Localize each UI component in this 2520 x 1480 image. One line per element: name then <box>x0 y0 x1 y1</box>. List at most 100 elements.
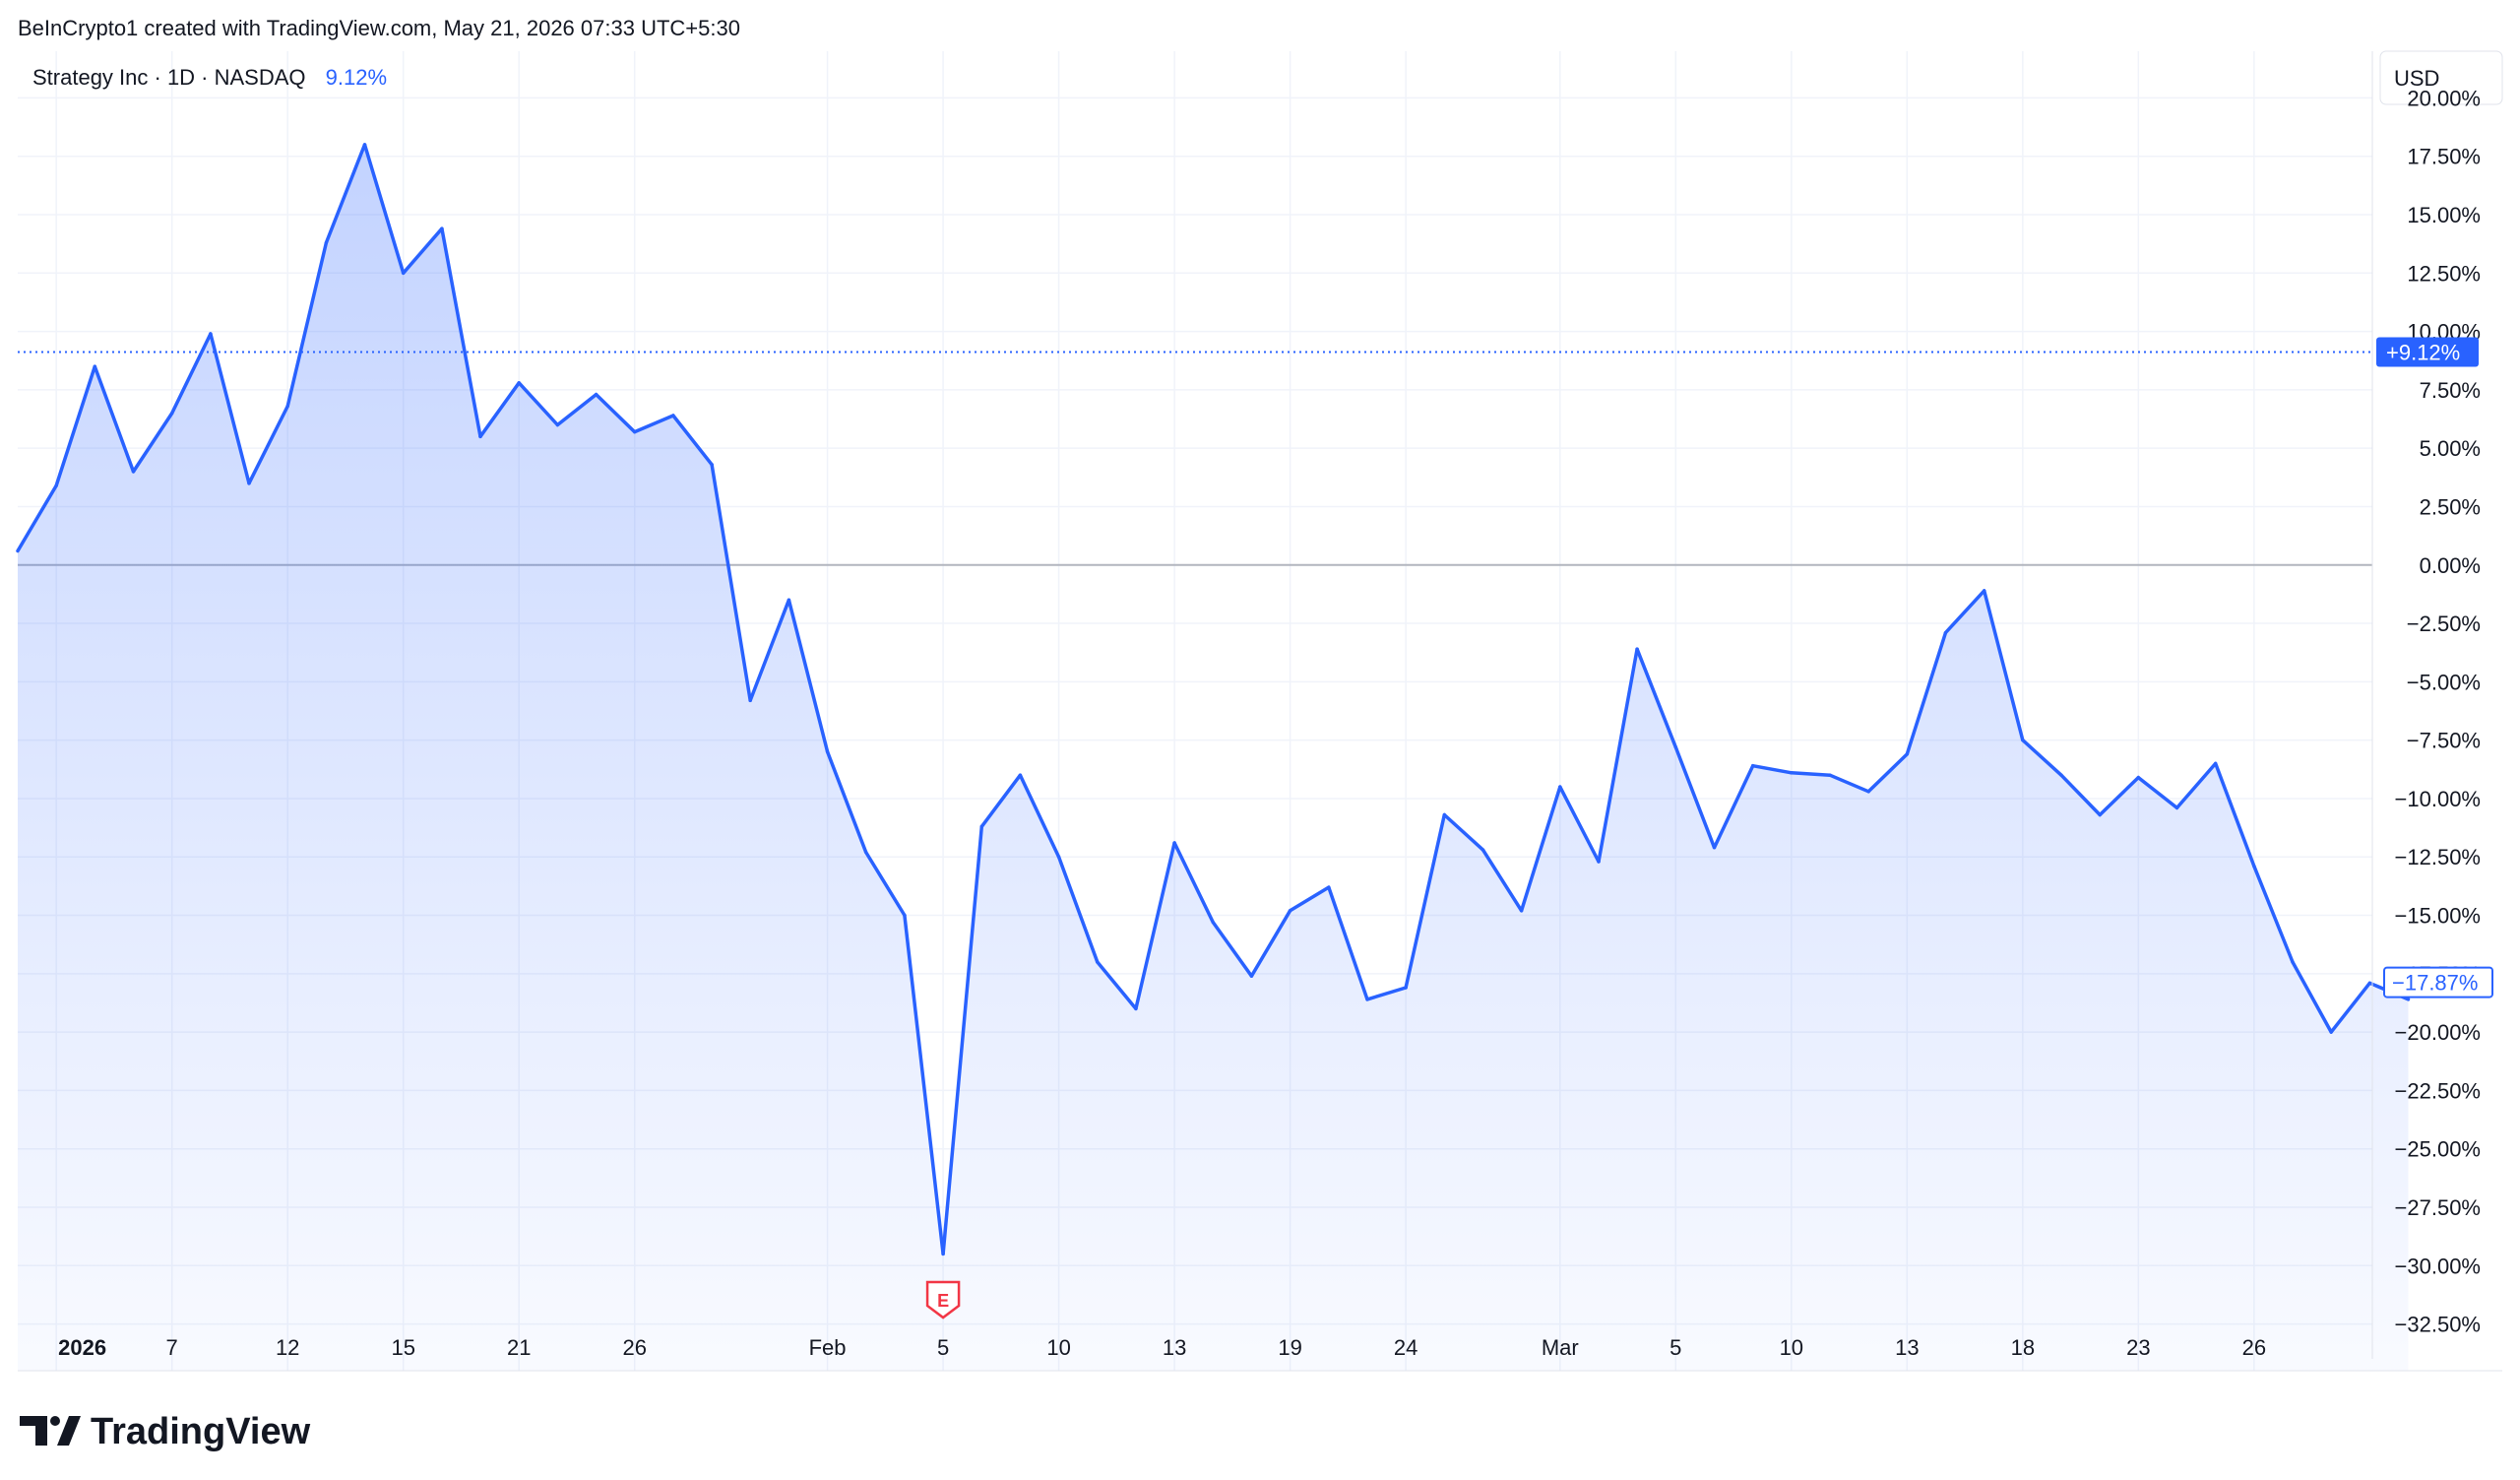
price-line-segment <box>93 364 136 474</box>
x-tick-label: 10 <box>1780 1335 1803 1360</box>
price-line-segment <box>979 773 1023 829</box>
price-line-segment <box>1442 812 1485 852</box>
x-tick-label: Mar <box>1542 1335 1579 1360</box>
price-line-segment <box>1249 909 1292 978</box>
y-tick-label: −30.00% <box>2395 1254 2481 1278</box>
price-line-segment <box>1635 647 1678 749</box>
time-axis[interactable]: 2026 7 12 15 21 26 Feb 5 10 13 19 24 Mar 5 10 13 18 23 26 <box>58 1335 2266 1360</box>
price-line-segment <box>555 392 598 427</box>
y-tick-label: −27.50% <box>2395 1195 2481 1220</box>
x-tick-label: 5 <box>937 1335 949 1360</box>
price-line-segment <box>54 364 97 487</box>
x-tick-label: 12 <box>276 1335 299 1360</box>
price-line-segment <box>209 332 251 485</box>
price-line-segment <box>1172 841 1216 925</box>
y-tick-label: −20.00% <box>2395 1020 2481 1045</box>
price-line-segment <box>2252 864 2295 964</box>
price-line-segment <box>2213 761 2256 869</box>
price-line-segment <box>1558 785 1601 864</box>
price-line-segment <box>2329 981 2372 1034</box>
x-tick-label: 21 <box>507 1335 531 1360</box>
x-tick-label: 19 <box>1278 1335 1301 1360</box>
price-line-segment <box>324 143 367 245</box>
y-tick-label: 12.50% <box>2407 261 2481 286</box>
legend-title: Strategy Inc · 1D · NASDAQ <box>32 65 306 90</box>
price-line-segment <box>1365 986 1408 1001</box>
x-tick-label: 13 <box>1895 1335 1919 1360</box>
price-line-segment <box>671 414 714 467</box>
price-line-segment <box>401 226 444 276</box>
y-tick-label: −7.50% <box>2407 729 2481 753</box>
y-tick-label: −25.00% <box>2395 1137 2481 1162</box>
legend[interactable]: Strategy Inc · 1D · NASDAQ 9.12% <box>32 65 387 90</box>
x-tick-label: 26 <box>2242 1335 2266 1360</box>
x-tick-label: 5 <box>1670 1335 1681 1360</box>
price-line-segment <box>1905 630 1948 756</box>
price-line-segment <box>787 598 830 754</box>
x-tick-label: 23 <box>2126 1335 2150 1360</box>
price-line-segment <box>1943 589 1986 635</box>
price-line-segment <box>2021 738 2063 777</box>
price-line-segment <box>594 392 637 434</box>
price-line-segment <box>2291 960 2333 1034</box>
y-tick-label: −12.50% <box>2395 845 2481 869</box>
price-line-segment <box>1056 855 1100 964</box>
x-tick-label: 15 <box>391 1335 414 1360</box>
currency-box[interactable] <box>2379 50 2503 105</box>
price-line-segment <box>1673 745 1717 850</box>
price-line-segment <box>2098 775 2141 817</box>
y-tick-label: 17.50% <box>2407 145 2481 169</box>
price-scale[interactable]: 20.00%17.50%15.00%12.50%10.00%7.50%5.00%… <box>2395 86 2481 1336</box>
price-line-segment <box>825 749 868 855</box>
price-line-segment <box>863 850 907 918</box>
price-line-segment <box>1750 763 1794 775</box>
legend-change: 9.12% <box>326 65 387 90</box>
price-line-segment <box>16 483 58 553</box>
tradingview-logo[interactable]: TradingView <box>20 1411 311 1452</box>
y-tick-label: 7.50% <box>2420 378 2481 403</box>
price-line-segment <box>1211 920 1254 978</box>
price-line-segment <box>1982 589 2025 742</box>
price-line-segment <box>285 240 329 409</box>
currency-label: USD <box>2394 66 2439 91</box>
price-line-segment <box>362 143 406 276</box>
x-tick-label: 7 <box>166 1335 178 1360</box>
y-tick-label: −5.00% <box>2407 670 2481 694</box>
price-line-segment <box>632 414 675 434</box>
price-line-segment <box>1597 647 1639 864</box>
y-tick-label: 20.00% <box>2407 86 2481 110</box>
y-tick-label: 0.00% <box>2420 553 2481 578</box>
price-line-segment <box>710 463 752 703</box>
tradingview-logo-icon <box>20 1416 81 1446</box>
price-line-segment <box>2059 773 2102 817</box>
price-line-segment <box>1327 885 1369 1001</box>
price-line-segment <box>169 332 213 416</box>
price-line-segment <box>2174 761 2218 810</box>
price-line-segment <box>440 226 482 439</box>
x-tick-label: 26 <box>622 1335 646 1360</box>
last-value-label: −17.87% <box>2392 971 2478 996</box>
price-line-segment <box>1096 960 1138 1011</box>
earnings-marker[interactable]: E <box>925 1280 961 1319</box>
earnings-label: E <box>937 1291 949 1311</box>
price-line-segment <box>247 404 289 485</box>
price-line-segment <box>941 824 984 1256</box>
tradingview-wordmark: TradingView <box>91 1411 311 1452</box>
y-tick-label: −10.00% <box>2395 787 2481 811</box>
price-line-segment <box>1712 763 1755 850</box>
y-tick-label: −15.00% <box>2395 904 2481 929</box>
price-line-segment <box>131 411 174 474</box>
price-line-segment <box>748 598 791 703</box>
price-line-segment <box>1288 885 1331 913</box>
price-line-segment <box>517 381 560 427</box>
x-tick-label: 24 <box>1394 1335 1418 1360</box>
x-tick-label: 13 <box>1163 1335 1186 1360</box>
price-line-segment <box>1404 812 1447 990</box>
x-tick-label: Feb <box>809 1335 847 1360</box>
price-line-segment <box>903 913 945 1256</box>
x-tick-label: 18 <box>2011 1335 2035 1360</box>
y-tick-label: −22.50% <box>2395 1078 2481 1103</box>
price-line <box>16 143 2411 1256</box>
price-line-segment <box>1480 848 1524 913</box>
